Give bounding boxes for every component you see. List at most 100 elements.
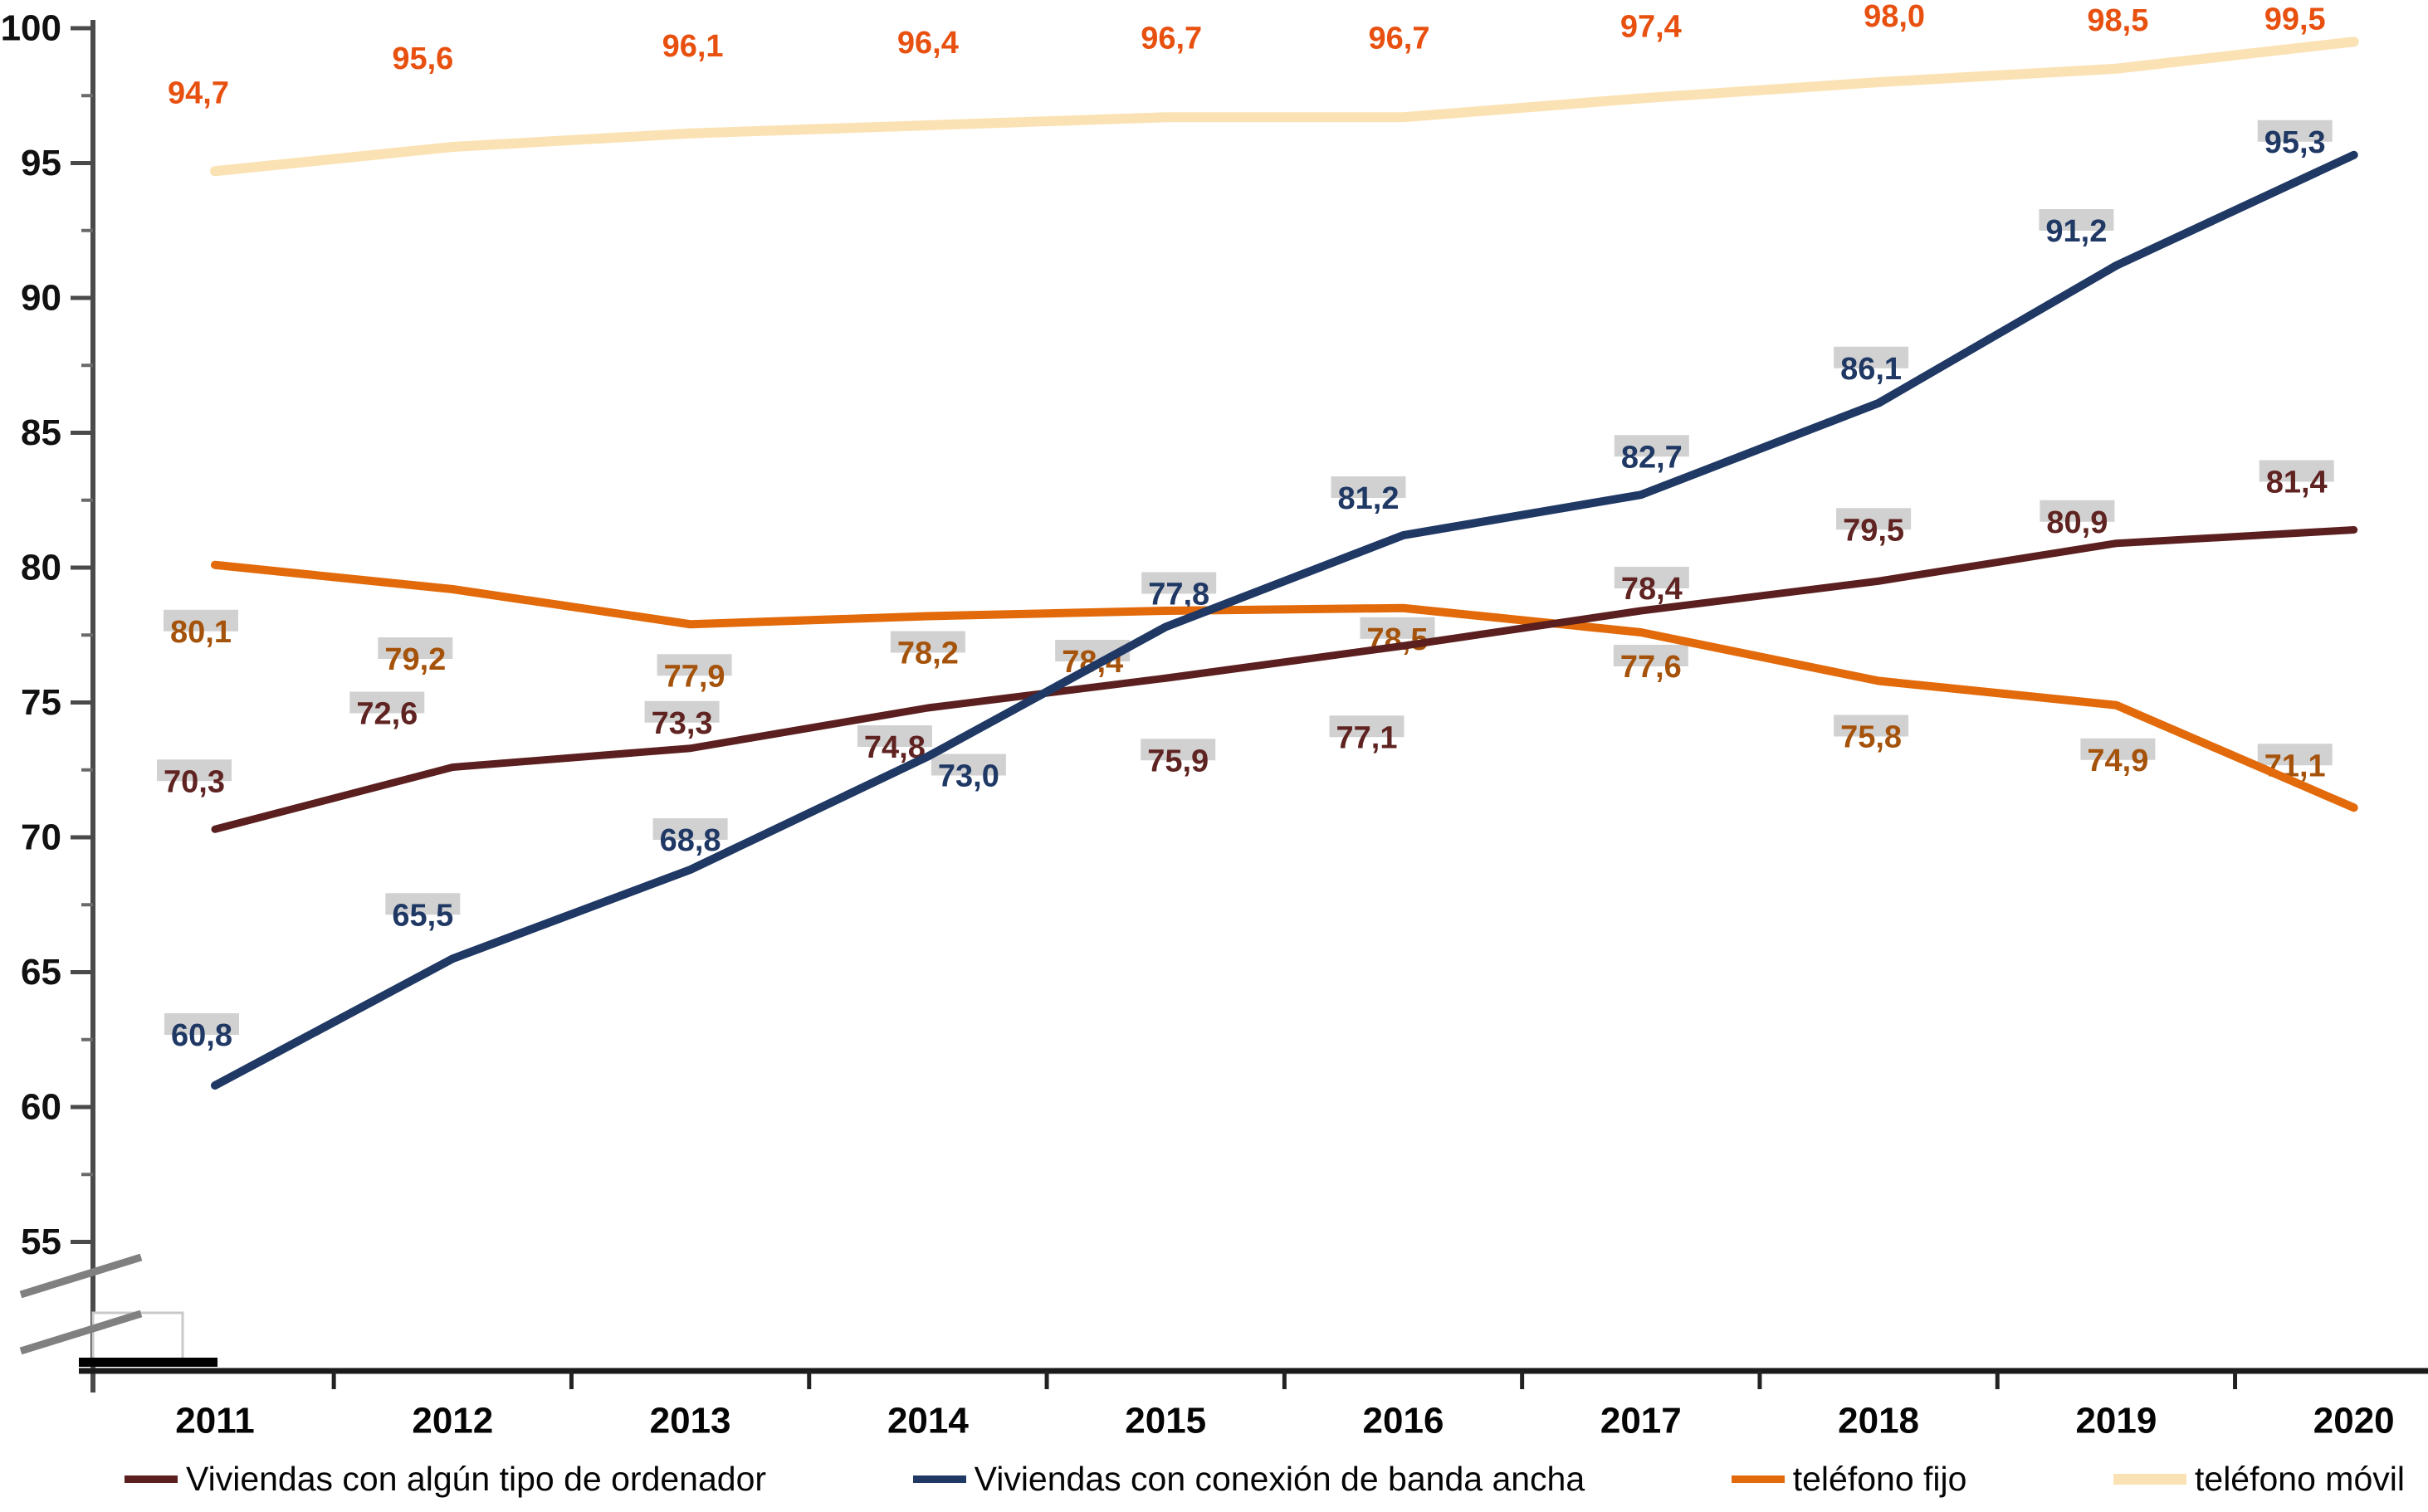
data-label-backing [857,725,932,747]
legend-label-telefono-fijo: teléfono fijo [1792,1459,1967,1498]
legend-label-telefono-movil: teléfono móvil [2195,1459,2405,1498]
data-label-backing [1331,476,1406,498]
data-label: 78,4 [1621,572,1683,607]
data-label: 81,4 [2266,466,2328,500]
data-label: 86,1 [1840,352,1902,387]
x-year-label: 2013 [650,1401,731,1441]
x-axis-break-step [79,1358,217,1367]
data-label: 79,5 [1843,513,1904,548]
legend-swatch-banda-ancha [912,1475,966,1483]
data-label-backing [378,637,453,659]
y-axis-break [19,1253,184,1366]
data-label-backing [349,691,425,714]
x-axis: 2011 2012 2013 2014 2015 2016 2017 2018 2019 2020 [79,1358,2428,1441]
data-label: 98,5 [2087,3,2148,38]
y-tick-label: 100 [1,8,61,49]
data-label: 91,2 [2045,214,2107,249]
data-label-backing [2039,209,2114,231]
legend: Viviendas con algún tipo de ordenador Vi… [125,1454,2405,1504]
legend-label-ordenador: Viviendas con algún tipo de ordenador [186,1459,767,1498]
y-tick-label: 90 [21,278,61,319]
data-label-backing [1834,346,1909,368]
data-label-backing [157,759,232,782]
data-label-backing [657,654,732,676]
data-label: 68,8 [660,823,721,858]
data-label: 73,0 [938,759,999,794]
data-label: 77,1 [1336,720,1398,755]
data-label-backing [931,754,1006,776]
data-label: 60,8 [171,1018,232,1053]
data-label: 75,8 [1840,720,1902,755]
data-label-backing [1836,508,1912,530]
y-tick-label: 65 [21,952,61,993]
data-label-backing [1329,715,1405,738]
y-tick-label: 80 [21,548,61,588]
data-label-backing [164,1013,239,1035]
data-label: 73,3 [652,706,713,741]
data-label: 79,2 [384,642,446,677]
data-label: 96,4 [897,26,959,61]
data-label: 96,7 [1369,21,1430,56]
x-year-label: 2020 [2313,1401,2395,1441]
data-label: 99,5 [2264,2,2326,37]
data-label-backing [1360,617,1435,639]
data-label-backing [1834,715,1909,737]
data-label: 80,9 [2046,505,2108,540]
data-label-backing [2259,460,2334,482]
data-label-backing [1141,739,1216,761]
series-line-2 [211,560,2358,812]
legend-item-telefono-movil: teléfono móvil [2113,1460,2405,1499]
x-year-label: 2016 [1363,1401,1444,1441]
data-label-backing [1614,567,1689,588]
legend-swatch-telefono-fijo [1731,1475,1785,1483]
series-line-1 [211,150,2358,1090]
x-year-label: 2018 [1838,1401,1919,1441]
y-axis: 100 95 90 85 80 75 70 65 60 55 [1,8,95,1393]
x-year-label: 2019 [2075,1401,2157,1441]
series-lines [210,37,2359,1090]
data-label-backing [890,631,965,653]
data-label: 80,1 [170,615,232,650]
data-label: 78,2 [897,637,959,671]
x-year-label: 2012 [412,1401,493,1441]
axis-break-slash [19,1253,143,1299]
data-label: 95,6 [392,41,453,76]
data-label-backing [2257,119,2333,142]
x-year-label: 2015 [1125,1401,1206,1441]
legend-swatch-telefono-movil [2113,1473,2186,1485]
data-labels: 70,372,6 73,374,8 75,977,178,479,5 80,981,4… [157,0,2334,1053]
data-label-backing [1614,435,1689,457]
data-label: 94,7 [168,76,229,110]
y-tick-label: 75 [21,682,61,723]
y-tick-label: 85 [21,412,61,453]
data-label: 96,7 [1141,21,1202,56]
y-tick-label: 60 [21,1087,61,1128]
data-label: 74,9 [2087,744,2148,778]
data-label: 65,5 [392,898,453,933]
data-label: 70,3 [164,764,225,799]
y-tick-label: 70 [21,817,61,858]
legend-item-ordenador: Viviendas con algún tipo de ordenador [125,1460,766,1499]
data-label: 97,4 [1620,10,1682,45]
data-label: 77,8 [1148,578,1209,612]
data-label: 81,2 [1338,481,1400,516]
data-label-backing [385,893,461,915]
data-label-backing [164,609,238,632]
axis-break-slash [19,1310,143,1355]
data-label-backing [2040,500,2115,522]
series-line-0 [211,526,2358,833]
data-label-backing [1141,572,1217,594]
data-label: 72,6 [356,697,418,732]
legend-item-banda-ancha: Viviendas con conexión de banda ancha [912,1459,1585,1499]
data-label: 82,7 [1621,440,1683,475]
x-year-label: 2011 [175,1401,254,1441]
legend-label-banda-ancha: Viviendas con conexión de banda ancha [974,1459,1585,1498]
data-label: 96,1 [662,29,724,64]
data-label-backing [2257,744,2333,766]
data-label: 77,9 [664,659,725,694]
x-year-label: 2017 [1600,1401,1682,1441]
data-label: 95,3 [2264,125,2326,160]
data-label-backing [644,700,720,723]
